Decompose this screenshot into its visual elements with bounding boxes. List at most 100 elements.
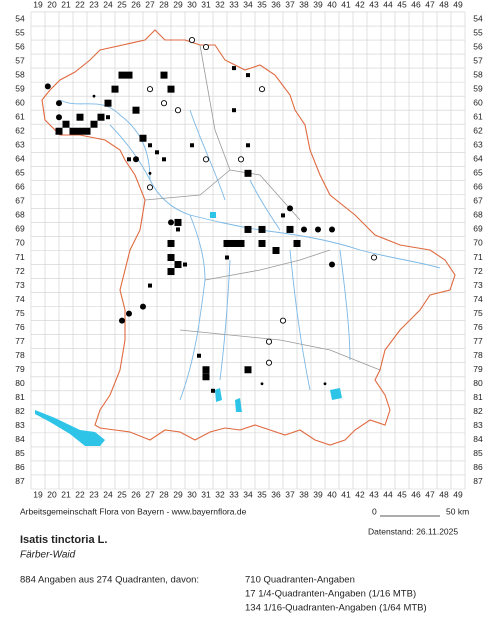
column-label: 43 xyxy=(369,0,379,9)
record-circle xyxy=(56,100,62,107)
record-small-square xyxy=(246,73,250,78)
record-open-circle xyxy=(279,317,287,324)
row-label: 59 xyxy=(15,83,25,93)
record-square xyxy=(90,120,98,128)
column-label: 49 xyxy=(453,489,463,499)
record-circle xyxy=(119,317,125,324)
record-open-circle xyxy=(146,184,154,191)
record-small-square xyxy=(197,353,201,358)
row-label: 69 xyxy=(473,224,483,234)
row-label: 76 xyxy=(473,322,483,332)
row-label: 78 xyxy=(473,350,483,360)
row-label: 79 xyxy=(473,364,483,374)
column-label: 21 xyxy=(61,489,71,499)
column-label: 19 xyxy=(33,489,43,499)
record-square xyxy=(118,71,126,79)
column-label: 30 xyxy=(187,489,197,499)
row-label: 76 xyxy=(15,322,25,332)
column-label: 29 xyxy=(173,0,183,9)
row-label: 82 xyxy=(473,406,483,416)
column-label: 48 xyxy=(439,489,449,499)
column-label: 42 xyxy=(355,489,365,499)
row-label: 67 xyxy=(473,196,483,206)
column-label: 40 xyxy=(327,0,337,9)
column-label: 24 xyxy=(103,0,113,9)
row-label: 72 xyxy=(473,266,483,276)
row-label: 74 xyxy=(15,294,25,304)
record-square xyxy=(76,127,84,135)
record-dot xyxy=(148,171,152,175)
record-square xyxy=(223,239,231,247)
column-label: 20 xyxy=(47,489,57,499)
record-circle xyxy=(56,114,62,121)
column-label: 36 xyxy=(271,489,281,499)
column-label: 39 xyxy=(313,489,323,499)
record-circle xyxy=(329,226,335,233)
row-label: 55 xyxy=(473,27,483,37)
row-label: 55 xyxy=(15,27,25,37)
row-label: 73 xyxy=(473,280,483,290)
record-small-square xyxy=(155,150,159,155)
row-label: 61 xyxy=(473,111,483,121)
row-label: 75 xyxy=(473,308,483,318)
record-open-circle xyxy=(160,100,168,107)
record-square xyxy=(104,99,112,107)
row-label: 64 xyxy=(473,154,483,164)
column-label: 22 xyxy=(75,0,85,9)
row-label: 77 xyxy=(15,336,25,346)
record-square xyxy=(174,218,182,226)
record-small-square xyxy=(232,108,236,113)
record-small-square xyxy=(183,262,187,267)
record-square xyxy=(111,85,119,93)
record-small-square xyxy=(148,283,152,288)
record-circle xyxy=(315,226,321,233)
row-label: 71 xyxy=(15,252,25,262)
column-label: 47 xyxy=(425,489,435,499)
record-square xyxy=(167,239,175,247)
row-label: 63 xyxy=(473,140,483,150)
record-square xyxy=(258,239,266,247)
row-label: 83 xyxy=(473,420,483,430)
record-square xyxy=(139,134,147,142)
column-label: 35 xyxy=(257,489,267,499)
column-label: 37 xyxy=(285,489,295,499)
record-open-circle xyxy=(146,86,154,93)
row-label: 74 xyxy=(473,294,483,304)
record-small-square xyxy=(211,388,215,393)
record-square xyxy=(244,225,252,233)
row-label: 59 xyxy=(473,83,483,93)
record-square xyxy=(69,127,77,135)
column-label: 23 xyxy=(89,489,99,499)
record-circle xyxy=(329,261,335,268)
record-open-circle xyxy=(265,338,273,345)
row-label: 75 xyxy=(15,308,25,318)
row-label: 70 xyxy=(473,238,483,248)
column-label: 39 xyxy=(313,0,323,9)
row-label: 80 xyxy=(15,378,25,388)
lake-constance xyxy=(35,410,105,446)
row-label: 66 xyxy=(15,182,25,192)
date: Datenstand: 26.11.2025 xyxy=(368,526,458,536)
row-label: 65 xyxy=(15,168,25,178)
record-small-square xyxy=(106,115,110,120)
row-label: 87 xyxy=(15,476,25,486)
count: 17 1/4-Quadranten-Angaben (1/16 MTB) xyxy=(245,589,416,600)
record-circle xyxy=(168,219,174,226)
row-label: 60 xyxy=(473,97,483,107)
record-open-circle xyxy=(370,254,378,261)
row-label: 81 xyxy=(473,392,483,402)
column-label: 32 xyxy=(215,489,225,499)
row-label: 64 xyxy=(15,154,25,164)
column-label: 27 xyxy=(145,0,155,9)
column-label: 34 xyxy=(243,0,253,9)
row-label: 78 xyxy=(15,350,25,360)
column-label: 26 xyxy=(131,0,141,9)
bavaria-border xyxy=(41,29,456,446)
column-label: 36 xyxy=(271,0,281,9)
row-label: 81 xyxy=(15,392,25,402)
column-label: 33 xyxy=(229,489,239,499)
row-label: 58 xyxy=(473,69,483,79)
record-square xyxy=(237,239,245,247)
column-label: 21 xyxy=(61,0,71,9)
record-small-square xyxy=(127,157,131,162)
